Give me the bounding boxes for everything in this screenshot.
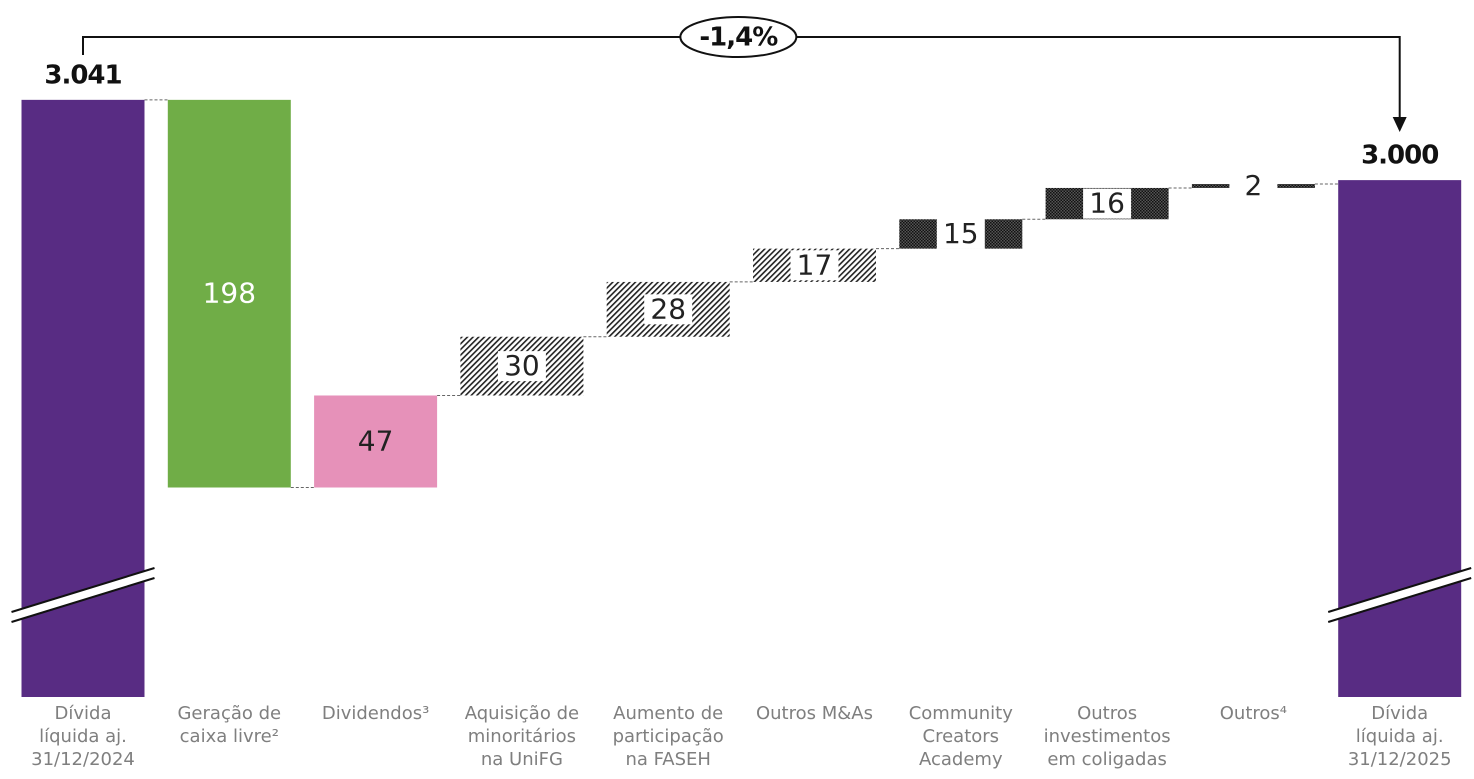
value-label: 15 — [943, 217, 979, 250]
x-tick-label: Aumento de participação na FASEH — [613, 703, 724, 770]
value-label: 2 — [1244, 169, 1262, 202]
x-tick-label: Dividendos³ — [322, 703, 429, 724]
x-tick-label: Outros M&As — [756, 703, 873, 724]
value-label: 47 — [358, 424, 394, 457]
x-tick-label: Outros⁴ — [1220, 703, 1287, 724]
annotation-ellipse — [679, 16, 798, 58]
bracket — [796, 36, 1401, 118]
x-tick-label: Geração de caixa livre² — [177, 703, 281, 747]
bar — [167, 99, 291, 488]
x-tick-label: Community Creators Academy — [909, 703, 1014, 770]
label-backdrop — [1083, 188, 1132, 219]
x-tick-label: Outros investimentos em coligadas — [1044, 703, 1171, 770]
value-label: 198 — [203, 277, 256, 310]
axis-break-line — [1327, 567, 1472, 613]
x-tick-label: Dívida líquida aj. 31/12/2024 — [31, 703, 135, 770]
total-label: 3.000 — [1361, 141, 1438, 171]
label-backdrop — [936, 218, 985, 249]
x-tick-label: Dívida líquida aj. 31/12/2025 — [1348, 703, 1452, 770]
bracket — [82, 36, 681, 55]
axis-break-line — [11, 577, 155, 623]
value-label: 16 — [1089, 187, 1125, 220]
bar — [314, 395, 438, 488]
value-label: 17 — [797, 248, 833, 281]
value-label: 30 — [504, 349, 540, 382]
annotation: -1,4% — [699, 23, 778, 53]
axis-break-line — [1327, 577, 1472, 623]
bar — [1338, 180, 1462, 697]
axis-break — [11, 568, 155, 622]
label-backdrop — [497, 351, 546, 382]
label-backdrop — [790, 250, 839, 281]
label-backdrop — [1229, 170, 1278, 201]
total-label: 3.041 — [44, 60, 121, 90]
x-tick-label: Aquisição de minoritários na UniFG — [465, 703, 579, 770]
label-backdrop — [644, 294, 693, 325]
axis-break-line — [11, 567, 155, 613]
arrow-head — [1392, 117, 1407, 132]
axis-break — [1328, 568, 1472, 622]
value-label: 28 — [650, 292, 686, 325]
